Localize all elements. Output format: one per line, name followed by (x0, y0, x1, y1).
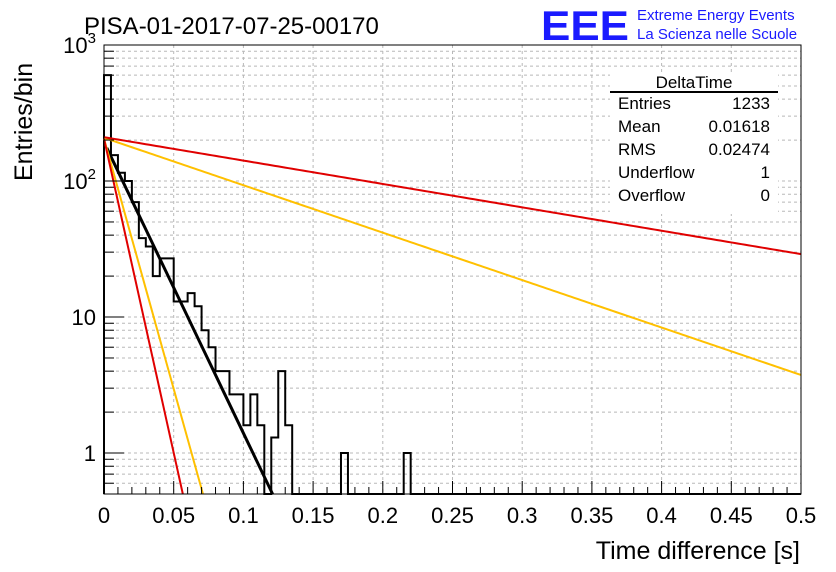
logo-line-1: Extreme Energy Events (637, 7, 795, 24)
stats-row-label: Overflow (618, 186, 686, 205)
x-tick-label: 0.35 (570, 503, 613, 528)
stats-row-label: RMS (618, 140, 656, 159)
fit-curve (105, 147, 274, 495)
x-tick-label: 0.25 (431, 503, 474, 528)
x-tick-label: 0.1 (228, 503, 259, 528)
stats-row-label: Entries (618, 94, 671, 113)
stats-row-value: 0 (761, 186, 770, 205)
logo-mark: EEE (541, 2, 629, 49)
stats-row-value: 0.02474 (709, 140, 770, 159)
stats-row-label: Underflow (618, 163, 695, 182)
stats-row-value: 0.01618 (709, 117, 770, 136)
y-axis-label: Entries/bin (10, 63, 38, 181)
stats-row-label: Mean (618, 117, 661, 136)
fit-curve (103, 136, 802, 376)
stats-row-value: 1233 (732, 94, 770, 113)
x-tick-label: 0.4 (646, 503, 677, 528)
x-tick-label: 0.3 (507, 503, 538, 528)
stats-row-value: 1 (761, 163, 770, 182)
fit-curve (103, 138, 184, 495)
run-title: PISA-01-2017-07-25-00170 (84, 13, 379, 40)
axis-ticks: 0 0.05 0.1 0.15 0.2 0.25 0.3 0.35 0.4 0.45 0.51101… (63, 30, 816, 528)
x-tick-label: 0.15 (292, 503, 335, 528)
fit-curve (103, 138, 204, 495)
x-tick-label: 0.5 (786, 503, 817, 528)
x-tick-label: 0 (98, 503, 110, 528)
x-tick-label: 0.05 (152, 503, 195, 528)
y-tick-label: 1 (84, 441, 96, 466)
logo-line-2: La Scienza nelle Scuole (637, 26, 797, 43)
stats-box: DeltaTime Entries 1233 Mean 0.01618 RMS 0.024… (610, 72, 778, 214)
x-tick-label: 0.45 (710, 503, 753, 528)
fit-curve (103, 136, 802, 256)
y-tick-label: 102 (63, 166, 96, 194)
fit-curves (103, 136, 802, 495)
stats-title: DeltaTime (656, 73, 733, 92)
eee-logo: EEE Extreme Energy Events La Scienza nel… (541, 2, 797, 49)
x-tick-label: 0.2 (368, 503, 399, 528)
y-tick-label: 10 (72, 305, 96, 330)
x-axis-label: Time difference [s] (596, 537, 800, 565)
